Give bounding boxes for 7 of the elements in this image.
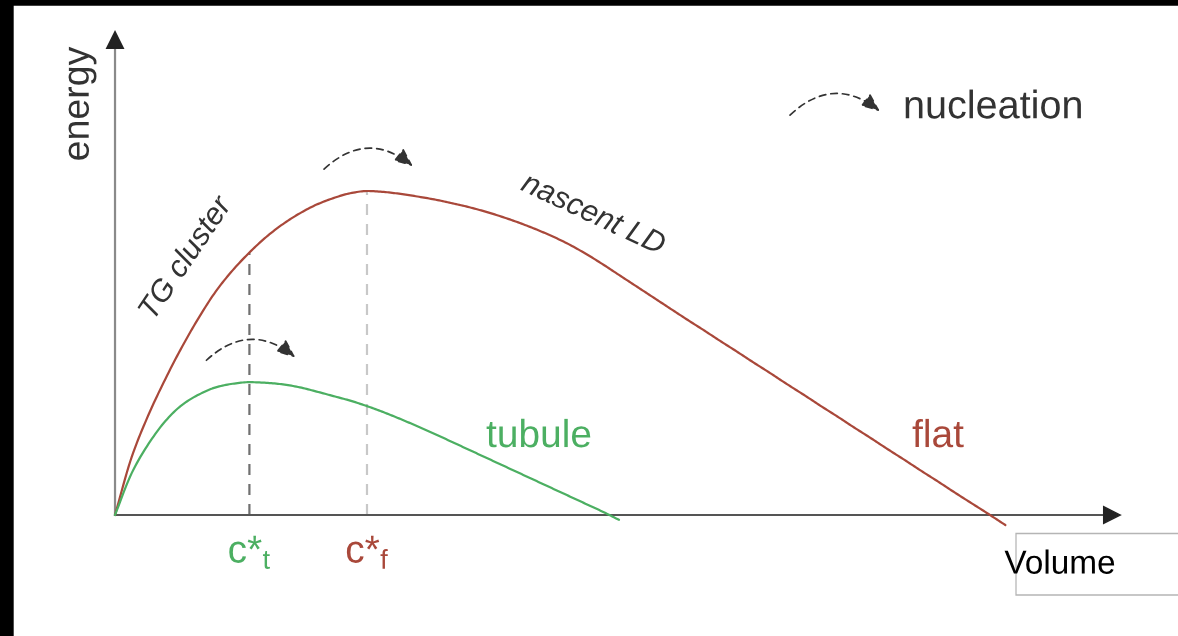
series-label: flat [912,418,964,448]
series-label: tubule [486,418,591,448]
text: nucleation [905,89,1081,119]
y-axis-title: energy [68,46,97,160]
x-tick-label: c*$_{t}$ [229,535,270,569]
x-tick-label: c*$_{f}$ [346,535,388,569]
x-axis-title: Volume [1004,549,1115,574]
